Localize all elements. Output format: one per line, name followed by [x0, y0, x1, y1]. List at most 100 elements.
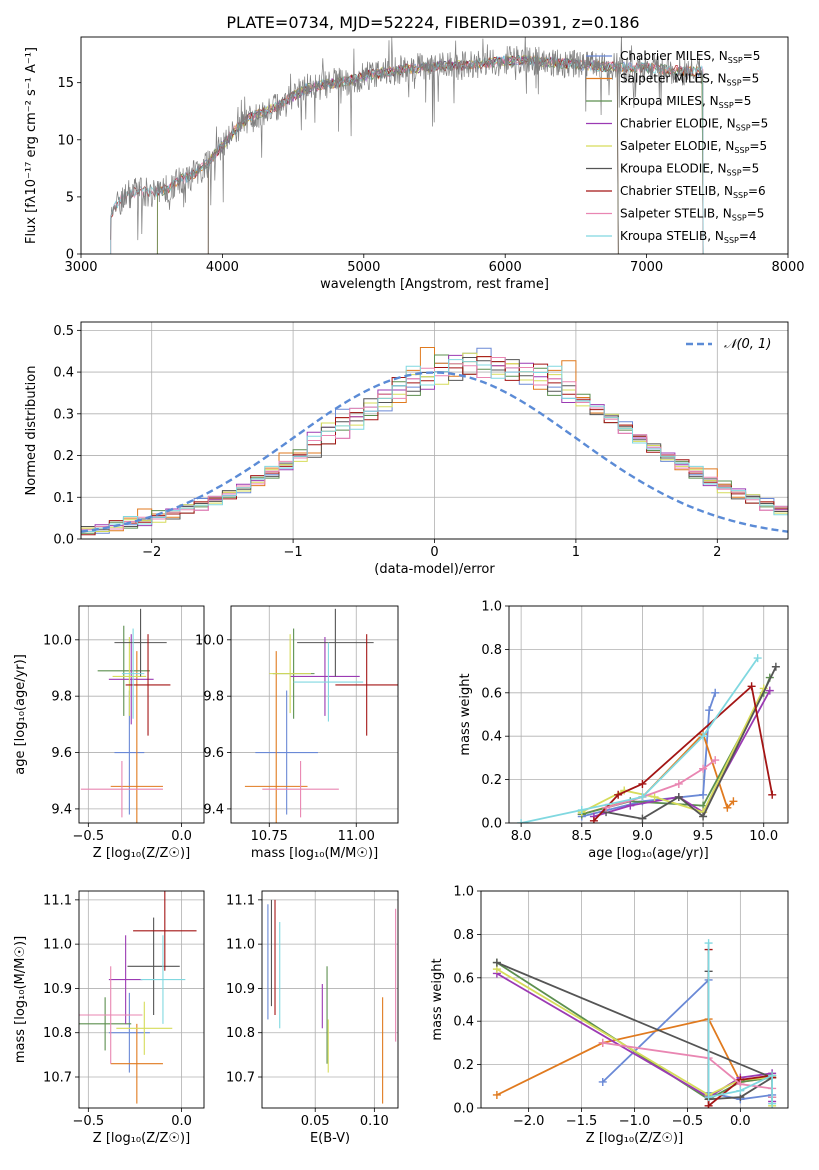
y-tick-label: 10.9 — [226, 982, 255, 997]
spectrum-legend: Chabrier MILES, NSSP=5 Salpeter MILES, NS… — [586, 49, 768, 245]
weight-marker — [626, 801, 635, 810]
x-tick-label: 10.75 — [251, 829, 288, 844]
x-tick-label: −1.5 — [566, 1114, 598, 1129]
weight-marker — [699, 812, 708, 821]
weight-marker — [771, 662, 780, 671]
x-tick-label: 0.05 — [301, 1114, 330, 1129]
x-tick-label: −2.0 — [513, 1114, 545, 1129]
spectrum-xlabel: wavelength [Angstrom, rest frame] — [320, 277, 549, 292]
y-tick-label: 9.8 — [203, 690, 224, 705]
x-tick-label: 0.0 — [171, 1114, 192, 1129]
weight-marker — [517, 819, 526, 823]
mass_vs_z-frame — [78, 890, 205, 1109]
spectrum-frame — [80, 36, 789, 255]
weight-line — [581, 692, 717, 818]
y-tick-label: 0.0 — [481, 817, 502, 832]
y-tick-label: 11.0 — [226, 938, 255, 953]
residuals-ylabel: Normed distribution — [24, 366, 39, 496]
weight_vs_age-ylabel: mass weight — [458, 673, 473, 755]
observed-spectrum-line — [110, 37, 704, 241]
weight_vs_z-frame — [480, 890, 789, 1109]
x-tick-label: 8000 — [771, 260, 804, 275]
age_vs_mass-frame — [230, 605, 399, 824]
weight-marker — [765, 686, 774, 695]
y-tick-label: 0.2 — [53, 449, 74, 464]
legend-label: Chabrier STELIB, NSSP=6 — [620, 184, 766, 200]
y-tick-label: 9.6 — [51, 746, 72, 761]
y-tick-label: 0.4 — [453, 1015, 474, 1030]
spectrum-plot — [110, 37, 704, 254]
x-tick-label: 9.0 — [632, 829, 653, 844]
weight-marker — [650, 792, 659, 801]
weight-marker — [705, 706, 714, 715]
weight_vs_z-xlabel: Z [log₁₀(Z/Z☉)] — [586, 1131, 683, 1146]
y-tick-label: 10.7 — [226, 1071, 255, 1086]
weight-marker — [589, 816, 598, 823]
weight-marker — [699, 732, 708, 741]
weight-marker — [711, 756, 720, 765]
y-tick-label: 9.8 — [51, 690, 72, 705]
y-tick-label: 0.8 — [481, 643, 502, 658]
legend-label: Salpeter MILES, NSSP=5 — [620, 72, 759, 88]
weight-marker — [729, 797, 738, 806]
weight-marker — [768, 1099, 777, 1108]
x-tick-label: 3000 — [64, 260, 97, 275]
legend-label: Kroupa ELODIE, NSSP=5 — [620, 162, 759, 178]
age_vs_z-frame — [78, 605, 205, 824]
mass_vs_z-xlabel: Z [log₁₀(Z/Z☉)] — [93, 1131, 190, 1146]
y-tick-label: 0.3 — [53, 407, 74, 422]
model-spectrum-line — [110, 55, 704, 254]
weight-line — [520, 657, 759, 823]
weight-marker — [638, 779, 647, 788]
weight-marker — [699, 790, 708, 799]
x-tick-label: 10.0 — [749, 829, 778, 844]
legend-label: Salpeter STELIB, NSSP=5 — [620, 207, 764, 223]
y-tick-label: 0.1 — [53, 491, 74, 506]
mass_vs_z-plot — [79, 891, 197, 1104]
weight_vs_age-xlabel: age [log₁₀(age/yr)] — [588, 846, 709, 861]
y-tick-label: 10 — [57, 133, 74, 148]
residuals-xlabel: (data-model)/error — [374, 562, 495, 577]
y-tick-label: 0.6 — [453, 971, 474, 986]
x-tick-label: −2 — [142, 545, 161, 560]
y-tick-label: 9.4 — [51, 802, 72, 817]
model-spectrum-line — [110, 55, 704, 254]
x-tick-label: 8.5 — [571, 829, 592, 844]
weight-marker — [699, 764, 708, 773]
weight-marker — [492, 958, 501, 967]
y-tick-label: 10.8 — [43, 1026, 72, 1041]
legend-label: Chabrier ELODIE, NSSP=5 — [620, 117, 768, 133]
y-tick-label: 0.2 — [481, 773, 502, 788]
weight-marker — [736, 1086, 745, 1095]
age_vs_z-axes: −0.5 0.0 9.4 9.6 9.8 10.0 Z [log₁₀(Z/Z☉)] age [… — [13, 606, 204, 861]
age_vs_mass-plot — [244, 608, 398, 823]
x-tick-label: −1 — [284, 545, 303, 560]
weight-line — [581, 677, 771, 816]
weight_vs_z-plot — [492, 939, 777, 1108]
y-tick-label: 9.4 — [203, 802, 224, 817]
weight_vs_age-frame — [508, 605, 789, 824]
weight-marker — [674, 792, 683, 801]
mass_vs_ebv-axes: 0.05 0.10 10.7 10.8 10.9 11.0 11.1 E(B-V) — [226, 891, 398, 1146]
weight-marker — [704, 939, 713, 948]
weight-marker — [768, 1071, 777, 1080]
model-spectrum-line — [207, 54, 619, 254]
x-tick-label: 6000 — [489, 260, 522, 275]
weight-marker — [638, 792, 647, 801]
spectrum-axes: 3000 4000 5000 6000 7000 8000 0 5 10 15 wavelength… — [24, 47, 805, 292]
x-tick-label: 0 — [430, 545, 438, 560]
y-tick-label: 0.0 — [453, 1102, 474, 1117]
mass_vs_ebv-frame — [261, 890, 399, 1109]
weight-marker — [704, 1101, 713, 1108]
y-tick-label: 10.8 — [226, 1026, 255, 1041]
legend-label: Salpeter ELODIE, NSSP=5 — [620, 139, 767, 155]
weight_vs_age-plot — [517, 654, 780, 823]
y-tick-label: 0.2 — [453, 1058, 474, 1073]
y-tick-label: 0.4 — [53, 366, 74, 381]
x-tick-label: 0.0 — [730, 1114, 751, 1129]
residuals-plot — [81, 347, 788, 536]
normal-curve — [81, 371, 788, 533]
mass_vs_ebv-xlabel: E(B-V) — [310, 1131, 350, 1146]
x-tick-label: −0.5 — [672, 1114, 704, 1129]
weight-marker — [674, 779, 683, 788]
